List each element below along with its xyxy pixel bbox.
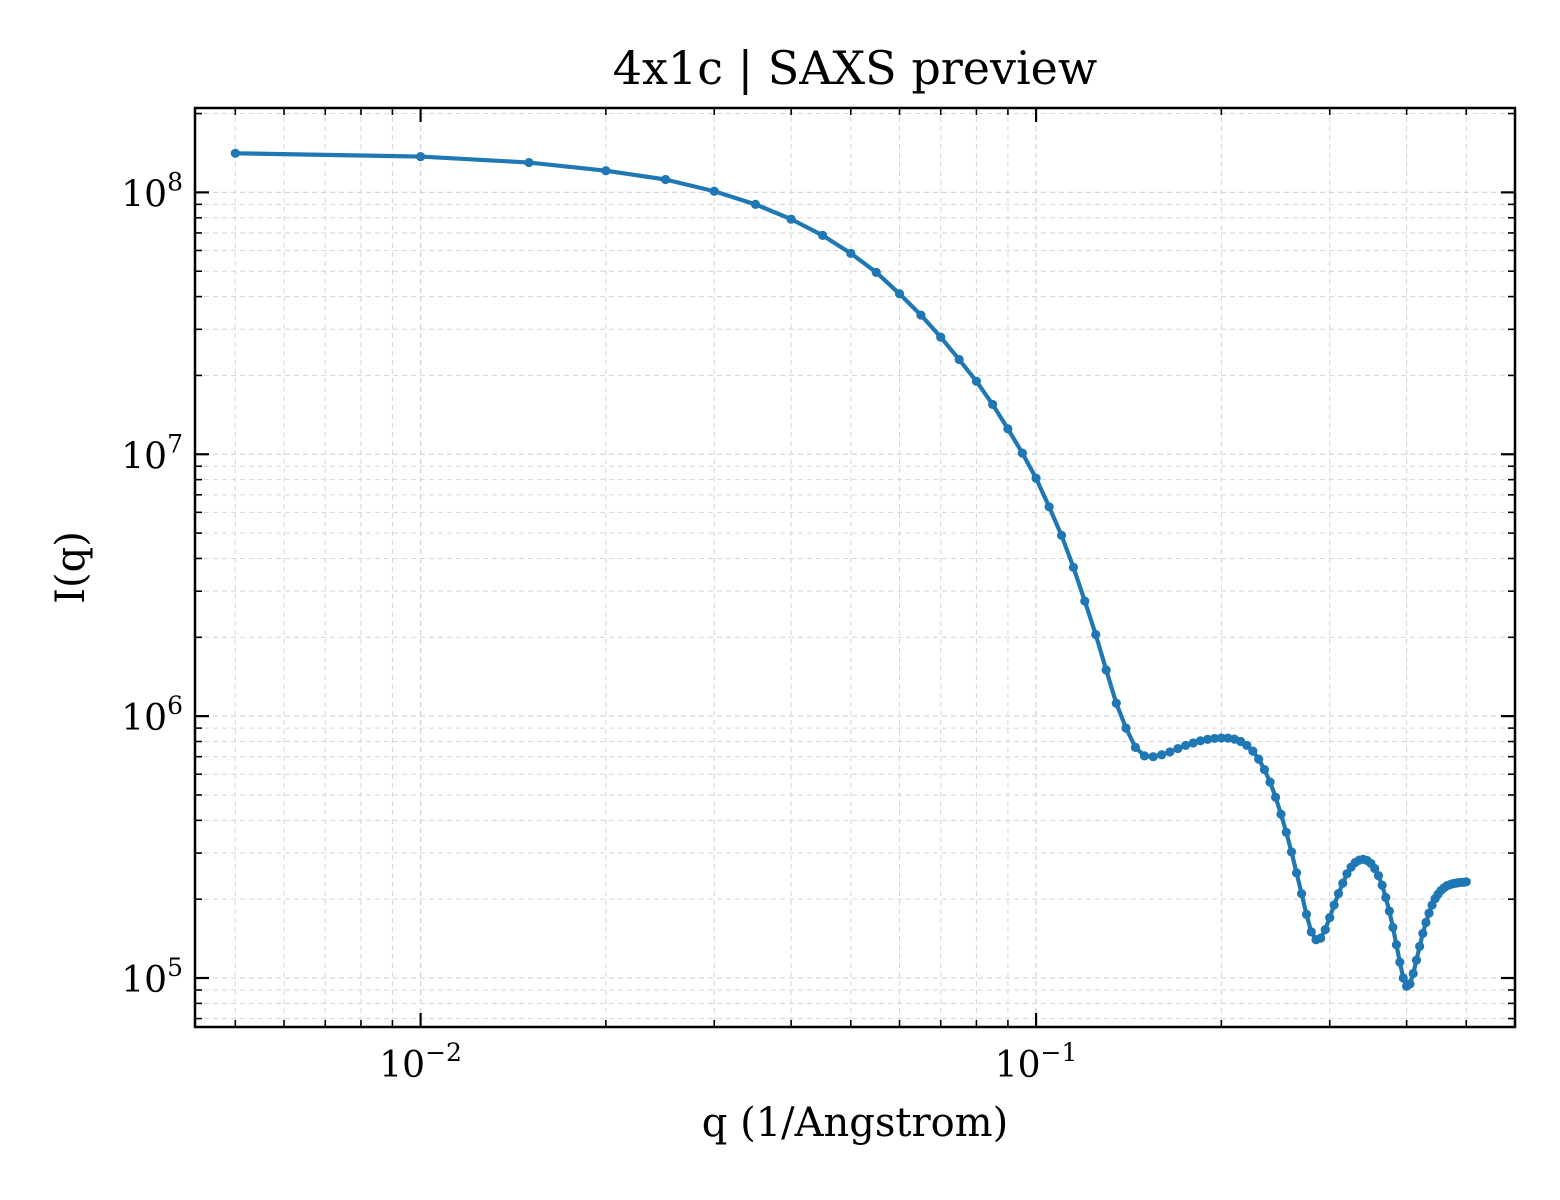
data-point [1296, 889, 1307, 899]
data-point [1391, 940, 1402, 950]
data-point [1101, 665, 1111, 675]
data-point [1461, 877, 1471, 887]
data-point [1259, 764, 1270, 775]
data-point [1388, 922, 1398, 933]
data-point [524, 157, 534, 168]
data-point [750, 199, 761, 209]
data-point [1188, 738, 1198, 748]
data-point [1111, 698, 1121, 708]
data-point [1408, 968, 1418, 979]
data-point [1373, 871, 1384, 881]
data-point [1209, 733, 1220, 744]
data-point [1395, 957, 1405, 967]
tick-labels: 10−2 10−1 105 106 107 108 [121, 167, 1077, 1086]
plot-frame [193, 106, 1517, 1029]
data-point [1248, 746, 1258, 756]
data-point [1301, 909, 1312, 919]
data-point [1338, 878, 1348, 888]
data-point [1418, 928, 1428, 939]
data-point [1291, 868, 1302, 878]
data-point [1242, 740, 1252, 751]
data-point [1415, 941, 1425, 952]
data-point [1130, 742, 1140, 752]
data-point [988, 399, 998, 410]
chart-title: 4x1c | SAXS preview [613, 41, 1098, 95]
data-point [1325, 913, 1335, 923]
data-point [1405, 979, 1415, 989]
x-tick-label: 10−1 [995, 1038, 1078, 1086]
ticks [195, 108, 1515, 1027]
data-point [1421, 917, 1431, 928]
data-point [1306, 927, 1316, 937]
x-tick-label: 10−2 [379, 1038, 462, 1086]
data-point [846, 248, 856, 258]
y-tick-label: 106 [121, 691, 183, 739]
data-point [1056, 530, 1067, 540]
series-line [233, 151, 1469, 989]
data-point [1181, 740, 1191, 751]
data-point [1203, 734, 1213, 744]
data-point [1216, 733, 1226, 743]
data-point [415, 151, 426, 162]
data-point [1286, 847, 1297, 857]
data-point [1320, 925, 1330, 935]
data-point [1370, 863, 1380, 874]
data-point [1139, 751, 1150, 761]
data-point [1377, 880, 1387, 890]
data-point [936, 332, 946, 342]
data-point [1173, 743, 1183, 754]
data-point [818, 230, 828, 241]
data-point [971, 376, 982, 386]
data-point [1195, 736, 1206, 746]
y-tick-label: 108 [121, 167, 183, 215]
data-point [1276, 809, 1286, 819]
data-point [1121, 723, 1131, 733]
data-point [1333, 889, 1344, 899]
data-point [1044, 502, 1054, 512]
data-point [1281, 827, 1291, 837]
data-point [230, 148, 240, 158]
data-point [1091, 629, 1101, 640]
data-point [1424, 908, 1434, 918]
data-point [660, 174, 671, 185]
data-point [1165, 747, 1175, 757]
data-point [1398, 973, 1408, 983]
data-point [1080, 596, 1090, 606]
data-point [1017, 448, 1027, 458]
data-point [709, 186, 719, 196]
data-point [1148, 752, 1158, 762]
x-axis-label: q (1/Angstrom) [702, 1100, 1008, 1146]
data-point [916, 310, 926, 320]
data-point [1270, 792, 1281, 802]
y-tick-label: 105 [121, 953, 183, 1001]
data-point [601, 166, 611, 176]
data-point [1157, 750, 1167, 760]
data-point [786, 214, 796, 224]
data-point [1254, 754, 1264, 764]
data-point [954, 354, 964, 365]
data-point [1329, 900, 1339, 910]
data-point [1068, 562, 1079, 572]
grid [195, 108, 1515, 1027]
data-point [894, 289, 905, 299]
data-point [1316, 933, 1326, 943]
data-point [1342, 869, 1352, 879]
data-point [1381, 892, 1391, 903]
data-point [1384, 906, 1394, 916]
data-point [1003, 424, 1013, 434]
data-point [1411, 955, 1422, 965]
series-layer [230, 148, 1471, 991]
y-axis-label: I(q) [48, 531, 94, 604]
data-point [1265, 777, 1275, 787]
data-point [1031, 473, 1041, 483]
data-point [871, 267, 881, 277]
y-tick-label: 107 [121, 429, 183, 477]
